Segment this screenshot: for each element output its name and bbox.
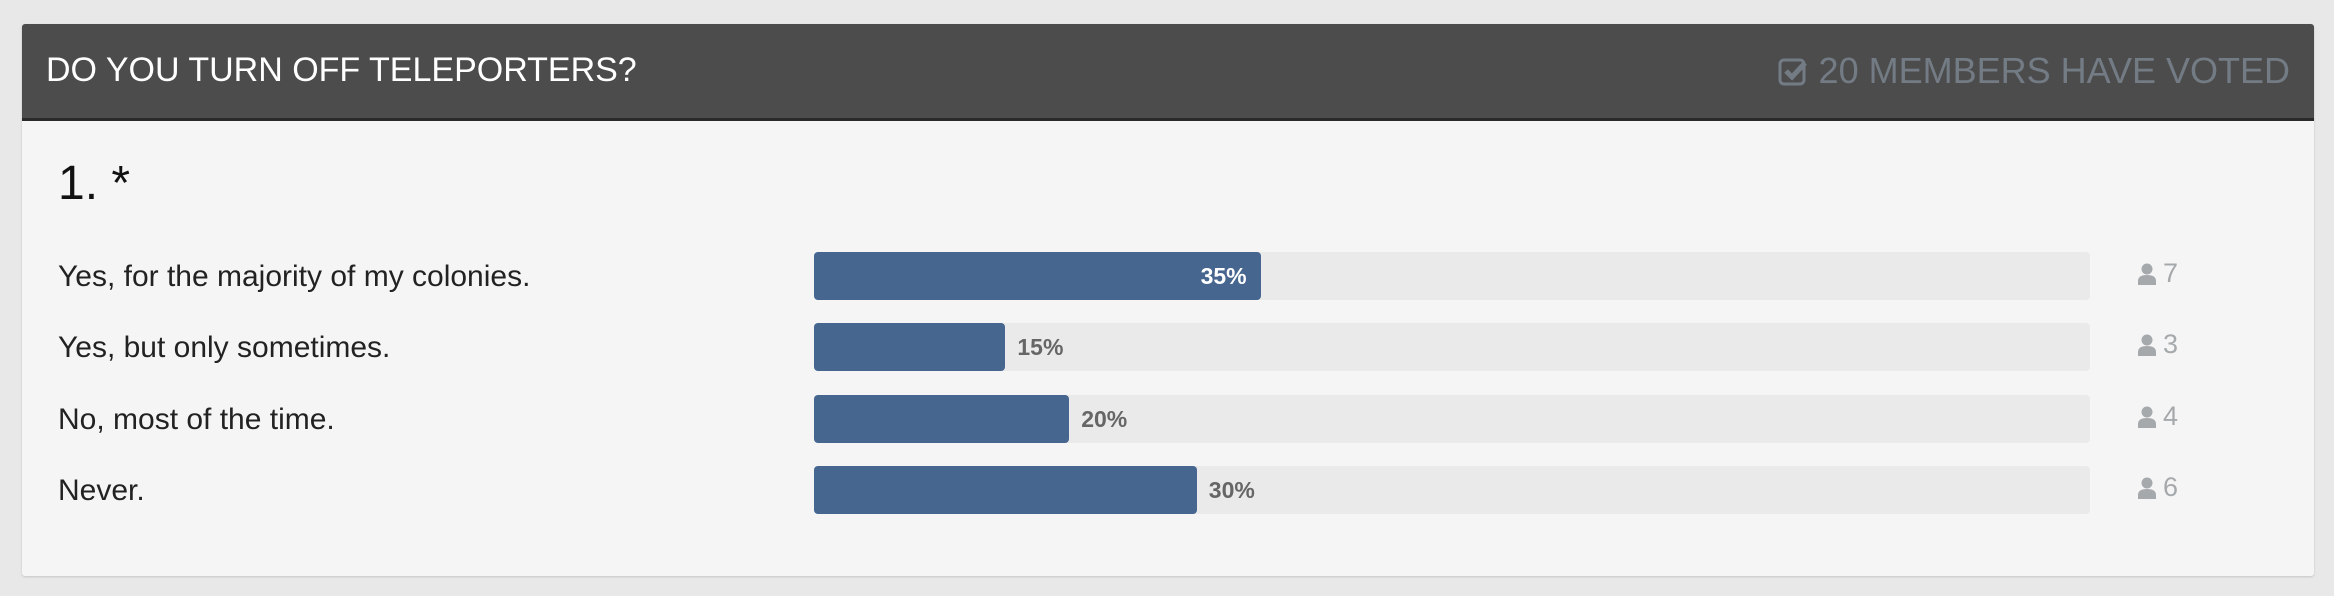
- poll-option-row: Never. 30% 6: [22, 466, 2314, 514]
- result-bar-fill: [814, 395, 1070, 443]
- result-bar-track: 30%: [814, 466, 2090, 514]
- percent-label: 35%: [1200, 263, 1247, 289]
- poll-header: DO YOU TURN OFF TELEPORTERS? 20 MEMBERS …: [22, 24, 2314, 121]
- result-bar-fill: [814, 252, 1261, 300]
- vote-count: 7: [2137, 258, 2178, 289]
- poll-option-row: No, most of the time. 20% 4: [22, 395, 2314, 443]
- user-icon: [2138, 263, 2156, 285]
- percent-label: 30%: [1208, 477, 1255, 503]
- vote-count-number: 3: [2163, 329, 2179, 359]
- vote-count-number: 6: [2163, 472, 2179, 502]
- result-bar-track: 20%: [814, 395, 2090, 443]
- vote-count: 4: [2137, 401, 2178, 432]
- poll-option-row: Yes, but only sometimes. 15% 3: [22, 323, 2314, 371]
- result-bar-track: 15%: [814, 323, 2090, 371]
- voted-status: 20 MEMBERS HAVE VOTED: [1777, 50, 2290, 92]
- user-icon: [2138, 406, 2156, 428]
- poll-panel: DO YOU TURN OFF TELEPORTERS? 20 MEMBERS …: [22, 24, 2314, 576]
- user-icon: [2138, 334, 2156, 356]
- question-number: 1. *: [58, 157, 131, 210]
- option-label: Yes, for the majority of my colonies.: [58, 260, 531, 293]
- result-bar-fill: [814, 466, 1197, 514]
- option-label: Never.: [58, 474, 145, 507]
- option-label: Yes, but only sometimes.: [58, 331, 391, 364]
- percent-label: 15%: [1017, 334, 1064, 360]
- user-icon: [2138, 477, 2156, 499]
- vote-count-number: 7: [2163, 258, 2179, 288]
- poll-option-row: Yes, for the majority of my colonies. 35…: [22, 252, 2314, 300]
- option-label: No, most of the time.: [58, 403, 335, 436]
- voted-count-text: 20 MEMBERS HAVE VOTED: [1818, 50, 2290, 91]
- vote-count: 6: [2137, 472, 2178, 503]
- result-bar-fill: [814, 323, 1006, 371]
- result-bar-track: 35%: [814, 252, 2090, 300]
- vote-count-number: 4: [2163, 401, 2179, 431]
- poll-title: DO YOU TURN OFF TELEPORTERS?: [46, 51, 637, 89]
- percent-label: 20%: [1081, 406, 1128, 432]
- vote-count: 3: [2137, 329, 2178, 360]
- checkbox-checked-icon: [1778, 58, 1807, 86]
